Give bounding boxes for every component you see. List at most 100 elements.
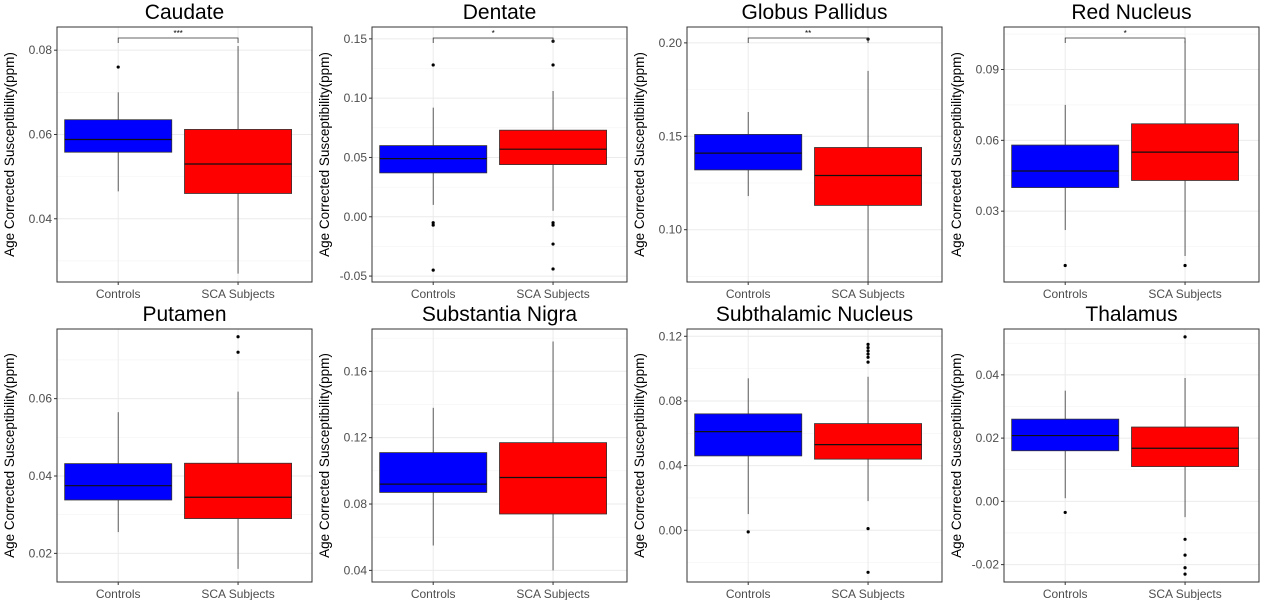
x-tick-label: Controls [411, 587, 456, 600]
y-tick-label: -0.05 [340, 269, 368, 283]
y-tick-label: 0.06 [976, 133, 1000, 147]
box-controls [64, 412, 173, 533]
outlier-point [866, 570, 870, 574]
outlier-point [431, 223, 435, 227]
panel-title: Subthalamic Nucleus [716, 303, 913, 326]
box-sca-subjects [1131, 335, 1239, 576]
box-iqr [694, 413, 803, 457]
box-sca-subjects [184, 335, 292, 569]
panel-title: Substantia Nigra [422, 303, 578, 326]
y-tick-label: 0.06 [29, 392, 53, 406]
box-iqr [64, 119, 173, 153]
box-iqr [1011, 144, 1120, 188]
panel-frame [371, 26, 628, 283]
panel-red-nucleus: 0.03 0.06 0.09 Controls SCA Subjects Red Nucl… [949, 1, 1260, 301]
outlier-point [1063, 510, 1067, 515]
box-controls [694, 112, 803, 197]
y-tick-label: 0.10 [344, 91, 368, 105]
panel-frame [686, 328, 943, 583]
outlier-point [236, 335, 240, 339]
panel-subthalamic-nucleus: 0.00 0.04 0.08 0.12 Controls SCA Subjects Subt… [632, 303, 943, 600]
y-tick-label: 0.12 [659, 329, 683, 343]
outlier-point [551, 221, 555, 225]
x-tick-label: Controls [96, 587, 141, 600]
y-tick-label: 0.00 [344, 210, 368, 224]
y-tick-label: 0.09 [976, 63, 1000, 77]
outlier-point [866, 345, 870, 350]
y-tick-label: 0.00 [659, 523, 683, 537]
y-tick-label: -0.02 [972, 558, 1000, 572]
y-tick-label: 0.04 [29, 212, 53, 226]
outlier-point [431, 221, 435, 225]
outlier-point [1183, 572, 1187, 576]
y-tick-label: 0.04 [976, 368, 1000, 382]
box-iqr [814, 147, 922, 206]
panel-globus-pallidus: 0.10 0.15 0.20 Controls SCA Subjects Globus P… [632, 1, 943, 301]
panel-frame [371, 328, 628, 583]
outlier-point [866, 349, 870, 353]
panel-title: Red Nucleus [1071, 1, 1191, 24]
x-tick-label: Controls [1043, 287, 1088, 301]
box-sca-subjects [814, 37, 922, 282]
significance-label: * [1124, 29, 1127, 38]
y-axis-label: Age Corrected Susceptibility(ppm) [2, 52, 17, 257]
y-tick-label: 0.06 [29, 127, 53, 141]
box-controls [379, 407, 488, 546]
x-tick-label: SCA Subjects [831, 587, 904, 600]
panel-frame [56, 26, 313, 283]
x-tick-label: Controls [96, 287, 141, 301]
y-tick-label: 0.04 [659, 459, 683, 473]
x-tick-label: SCA Subjects [201, 587, 274, 600]
y-tick-label: 0.10 [659, 223, 683, 237]
box-sca-subjects [814, 342, 922, 574]
outlier-point [866, 352, 870, 356]
outlier-point [1183, 537, 1187, 541]
y-tick-label: 0.08 [29, 43, 53, 57]
box-sca-subjects [184, 45, 292, 274]
box-iqr [499, 442, 607, 515]
outlier-point [1183, 263, 1187, 268]
box-controls [1011, 104, 1120, 268]
outlier-point [866, 342, 870, 346]
box-iqr [499, 129, 607, 165]
panel-frame [686, 26, 943, 283]
panel-frame [1003, 328, 1260, 583]
y-tick-label: 0.08 [659, 394, 683, 408]
outlier-point [1183, 335, 1187, 339]
panel-frame [1003, 26, 1260, 283]
panel-title: Caudate [145, 1, 224, 24]
panel-background [57, 329, 312, 582]
box-controls [694, 378, 803, 534]
box-iqr [694, 134, 803, 171]
x-tick-label: Controls [726, 587, 771, 600]
outlier-point [551, 267, 555, 271]
x-tick-label: Controls [1043, 587, 1088, 600]
outlier-point [1183, 553, 1187, 557]
x-tick-label: SCA Subjects [1148, 587, 1221, 600]
panel-substantia-nigra: 0.04 0.08 0.12 0.16 Controls SCA Subjects Subs… [317, 303, 628, 600]
y-tick-label: 0.05 [344, 150, 368, 164]
y-tick-label: 0.12 [344, 431, 368, 445]
y-tick-label: 0.15 [344, 32, 368, 46]
y-axis-label: Age Corrected Susceptibility(ppm) [317, 52, 332, 257]
y-tick-label: 0.00 [976, 494, 1000, 508]
y-tick-label: 0.15 [659, 129, 683, 143]
box-iqr [184, 462, 292, 519]
box-controls [64, 65, 173, 192]
y-tick-label: 0.04 [29, 469, 53, 483]
box-sca-subjects [499, 341, 607, 571]
panel-dentate: -0.05 0.00 0.05 0.10 0.15 Controls SCA Subject… [317, 1, 628, 301]
x-tick-label: Controls [726, 287, 771, 301]
y-axis-label: Age Corrected Susceptibility(ppm) [317, 353, 332, 558]
y-tick-label: 0.16 [344, 364, 368, 378]
x-tick-label: Controls [411, 287, 456, 301]
outlier-point [431, 268, 435, 272]
box-sca-subjects [1131, 41, 1239, 268]
x-tick-label: SCA Subjects [516, 287, 589, 301]
panel-title: Thalamus [1085, 303, 1177, 326]
box-iqr [1131, 426, 1239, 467]
y-axis-label: Age Corrected Susceptibility(ppm) [2, 353, 17, 558]
y-tick-label: 0.03 [976, 204, 1000, 218]
y-tick-label: 0.04 [344, 563, 368, 577]
significance-bracket [1064, 37, 1186, 43]
